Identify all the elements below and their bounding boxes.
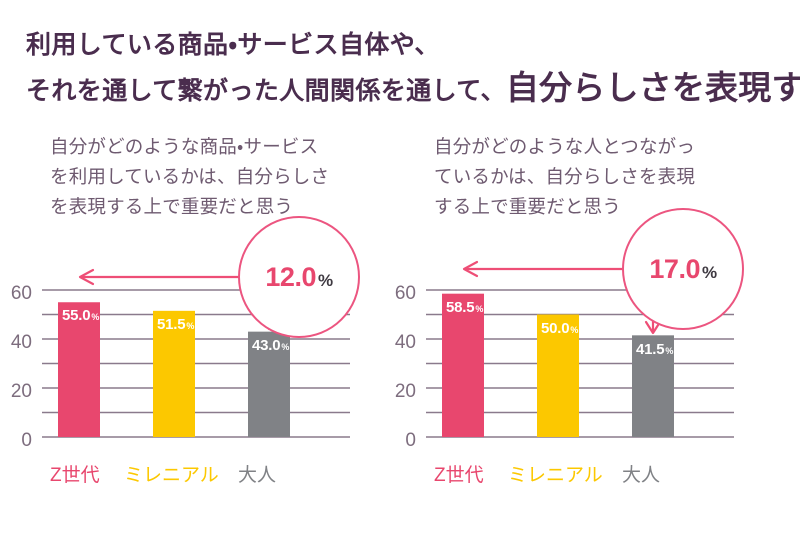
difference-callout-left-unit: % <box>317 270 333 290</box>
chart-subtitle-right: 自分がどのような人とつながっ ているかは、自分らしさを表現 する上で重要だと思う <box>434 132 784 222</box>
chart-panel-left: 自分がどのような商品・サービス を利用しているかは、自分らしさ を表現する上で重… <box>11 132 400 522</box>
page-title: 利用している商品・サービス自体や、 それを通して繋がった人間関係を通して、自分ら… <box>26 28 800 111</box>
y-tick-0: 0 <box>21 430 32 451</box>
category-label-gen-z: Z世代 <box>50 465 100 486</box>
subtitle-line-1: 自分がどのような商品・サービス <box>50 136 319 157</box>
bar-gen-z <box>442 293 484 438</box>
chart-canvas-left <box>42 268 350 438</box>
bar-gen-z <box>58 302 100 437</box>
bar-millennial <box>153 310 195 438</box>
category-label-adult: 大人 <box>622 465 661 486</box>
subtitle-line-3: を表現する上で重要だと思う <box>50 196 294 217</box>
y-tick-20: 20 <box>10 381 32 402</box>
chart-canvas-right <box>426 260 734 438</box>
headline-line-2-normal: それを通して繋がった人間関係を通して、 <box>26 77 506 105</box>
chart-subtitle-left: 自分がどのような商品・サービス を利用しているかは、自分らしさ を表現する上で重… <box>50 132 400 222</box>
y-tick-0: 0 <box>405 430 416 451</box>
subtitle-line-2: を利用しているかは、自分らしさ <box>50 166 330 187</box>
y-tick-60: 60 <box>394 283 416 304</box>
y-tick-60: 60 <box>10 283 32 304</box>
difference-callout-right-unit: % <box>701 262 717 282</box>
y-tick-20: 20 <box>394 381 416 402</box>
difference-callout-left: 12.0% <box>238 216 360 338</box>
headline-line-1: 利用している商品・サービス自体や、 <box>26 31 440 59</box>
bar-chart-left: 0 20 40 60 55.0% 51.5% 43.0% Z世代 ミレニアル 大… <box>11 216 400 522</box>
category-label-adult: 大人 <box>238 465 277 486</box>
y-tick-40: 40 <box>394 332 416 353</box>
bar-chart-right: 0 20 40 60 58.5% 50.0% 41.5% Z世代 ミレニアル 大… <box>395 208 784 522</box>
chart-panel-right: 自分がどのような人とつながっ ているかは、自分らしさを表現 する上で重要だと思う <box>395 132 784 522</box>
difference-callout-right: 17.0% <box>622 208 744 330</box>
subtitle-line-1: 自分がどのような人とつながっ <box>434 136 696 157</box>
bar-adult <box>632 335 674 438</box>
difference-callout-right-value: 17.0 <box>649 253 700 284</box>
category-label-millennial: ミレニアル <box>508 465 603 486</box>
difference-callout-left-text: 12.0% <box>265 261 333 292</box>
category-label-millennial: ミレニアル <box>124 465 219 486</box>
bar-adult <box>248 331 290 437</box>
subtitle-line-2: ているかは、自分らしさを表現 <box>434 166 696 187</box>
difference-callout-left-value: 12.0 <box>265 261 316 292</box>
category-label-gen-z: Z世代 <box>434 465 484 486</box>
subtitle-line-3: する上で重要だと思う <box>434 196 622 217</box>
y-tick-40: 40 <box>10 332 32 353</box>
difference-callout-right-text: 17.0% <box>649 253 717 284</box>
bar-millennial <box>537 314 579 437</box>
